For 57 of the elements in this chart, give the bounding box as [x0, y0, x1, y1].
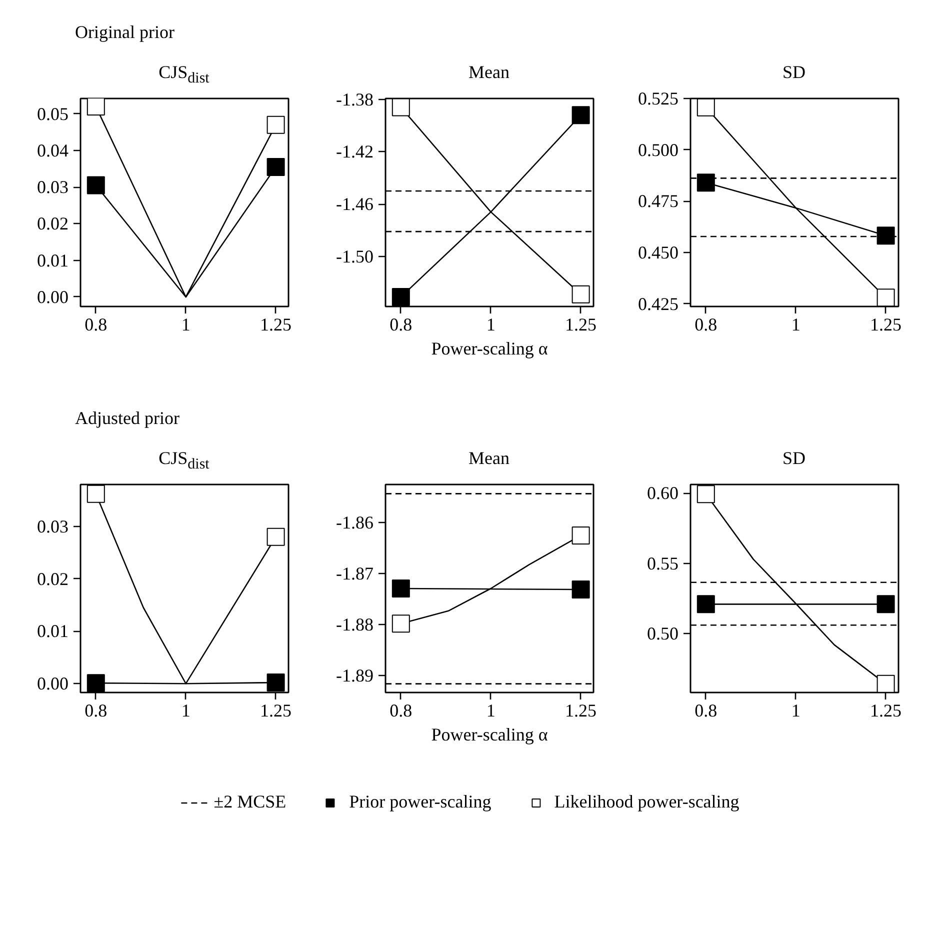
- x-tick-label: 1: [486, 700, 496, 720]
- x-tick-label: 0.8: [84, 700, 108, 720]
- x-tick-label: 0.8: [84, 314, 108, 334]
- y-tick-label: 0.55: [647, 553, 678, 574]
- x-axis-title: Power-scaling α: [431, 338, 548, 358]
- y-tick-label: 0.03: [37, 516, 68, 536]
- y-tick-label: 0.04: [37, 140, 68, 160]
- y-tick-label: 0.05: [37, 104, 68, 124]
- y-tick-label: 0.01: [37, 621, 68, 642]
- x-tick-label: 1.25: [870, 314, 902, 334]
- y-tick-label: 0.525: [638, 88, 678, 108]
- chart-title: SD: [782, 447, 806, 470]
- y-tick-label: 0.450: [638, 242, 678, 262]
- y-tick-label: 0.02: [37, 214, 68, 234]
- y-tick-label: -1.89: [336, 666, 374, 686]
- x-tick-label: 0.8: [694, 700, 718, 720]
- chart-title: SD: [782, 61, 806, 84]
- legend-label: Likelihood power-scaling: [554, 792, 740, 812]
- y-tick-label: 0.60: [647, 483, 678, 504]
- y-tick-label: -1.86: [336, 512, 374, 533]
- chart-title: CJS$_{dist}$: [158, 61, 210, 89]
- legend-label: Prior power-scaling: [349, 792, 492, 812]
- x-tick-label: 1: [181, 314, 190, 334]
- legend-label: ±2 MCSE: [214, 792, 286, 812]
- chart-title: Mean: [468, 61, 510, 84]
- y-tick-label: 0.425: [638, 294, 678, 314]
- y-tick-label: -1.46: [336, 194, 374, 214]
- x-tick-label: 1: [791, 314, 800, 334]
- y-tick-label: 0.00: [37, 674, 68, 694]
- text: Adjusted prior: [75, 407, 180, 430]
- y-tick-label: 0.03: [37, 177, 68, 198]
- x-tick-label: 1: [486, 314, 496, 334]
- y-tick-label: -1.38: [336, 89, 374, 110]
- x-tick-label: 1.25: [565, 700, 597, 720]
- y-tick-label: 0.50: [647, 624, 678, 644]
- x-tick-label: 1: [791, 700, 800, 720]
- chart-title: CJS$_{dist}$: [158, 447, 210, 475]
- chart-title: Mean: [468, 447, 510, 470]
- y-tick-label: 0.00: [37, 286, 68, 307]
- x-tick-label: 0.8: [390, 700, 412, 720]
- y-tick-label: -1.50: [336, 246, 374, 266]
- y-tick-label: 0.500: [638, 140, 678, 160]
- x-tick-label: 0.8: [390, 314, 412, 334]
- y-tick-label: -1.42: [336, 142, 374, 162]
- y-tick-label: -1.88: [336, 614, 374, 635]
- x-tick-label: 1: [181, 700, 190, 720]
- x-tick-label: 1.25: [260, 700, 292, 720]
- y-tick-label: -1.87: [336, 564, 374, 584]
- y-tick-label: 0.02: [37, 568, 68, 589]
- y-tick-label: 0.01: [37, 250, 68, 270]
- x-tick-label: 1.25: [565, 314, 597, 334]
- x-axis-title: Power-scaling α: [431, 724, 548, 744]
- text: Original prior: [75, 21, 174, 44]
- x-tick-label: 1.25: [870, 700, 902, 720]
- x-tick-label: 1.25: [260, 314, 292, 334]
- x-tick-label: 0.8: [694, 314, 718, 334]
- y-tick-label: 0.475: [638, 191, 678, 212]
